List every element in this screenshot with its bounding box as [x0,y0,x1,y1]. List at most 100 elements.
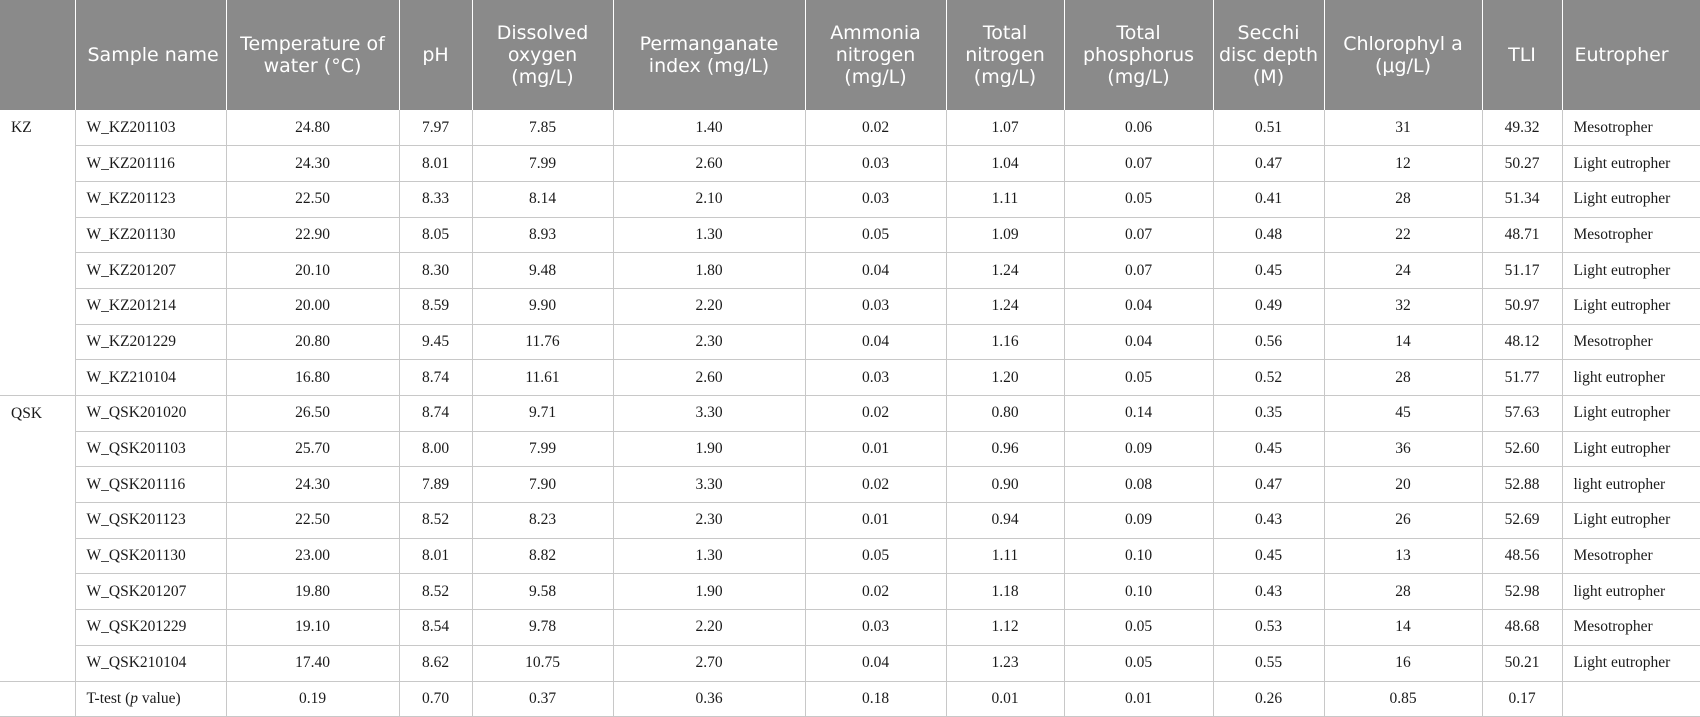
cell-temperature: 19.80 [226,573,400,611]
cell-group [0,431,76,467]
cell-total-phosphorus: 0.10 [1064,573,1214,611]
cell-ph: 8.05 [399,217,473,254]
cell-total-nitrogen: 0.94 [946,502,1065,539]
cell-group [0,181,76,218]
cell-secchi-depth: 0.35 [1213,395,1325,432]
table-row: W_KZ201214 20.00 8.59 9.90 2.20 0.03 1.24 0.04 0… [0,288,1700,325]
cell-total-nitrogen: 0.80 [946,395,1065,432]
cell-secchi-depth: 0.43 [1213,573,1325,611]
cell-chlorophyll: 28 [1324,573,1483,611]
cell-secchi-depth: 0.41 [1213,181,1325,218]
cell-chlorophyll: 14 [1324,609,1483,646]
table-row: W_QSK201130 23.00 8.01 8.82 1.30 0.05 1.11 0.10… [0,538,1700,575]
cell-chlorophyll: 28 [1324,359,1483,396]
cell-eutropher: Light eutropher [1562,395,1700,432]
cell-tli: 48.68 [1482,609,1563,646]
cell-ph: 8.33 [399,181,473,218]
cell-tli: 51.34 [1482,181,1563,218]
cell-ph: 8.54 [399,609,473,646]
cell-chlorophyll: 22 [1324,217,1483,254]
cell-chlorophyll: 14 [1324,324,1483,361]
cell-secchi-depth: 0.45 [1213,431,1325,468]
cell-temperature: 22.50 [226,502,400,539]
ttest-label-p: p [130,689,139,707]
cell-tli: 52.98 [1482,573,1563,611]
cell-total-nitrogen: 1.11 [946,538,1065,575]
ttest-value: 0.26 [1213,681,1325,717]
cell-ph: 8.62 [399,645,473,682]
cell-dissolved-oxygen: 7.85 [472,110,614,147]
cell-eutropher: Light eutropher [1562,431,1700,468]
ttest-value: 0.85 [1324,681,1483,717]
cell-dissolved-oxygen: 8.82 [472,538,614,575]
cell-chlorophyll: 28 [1324,181,1483,218]
cell-tli: 48.56 [1482,538,1563,575]
ttest-value [1562,681,1700,717]
cell-group [0,145,76,182]
header-row: Sample name Temperature of water (°C) pH… [0,0,1700,110]
header-cell-eutropher: Eutropher [1562,0,1700,110]
cell-tli: 52.60 [1482,431,1563,468]
cell-sample-name: W_QSK201229 [75,609,227,646]
cell-group [0,681,76,717]
cell-permanganate-index: 2.30 [613,324,806,361]
cell-dissolved-oxygen: 9.58 [472,573,614,611]
cell-chlorophyll: 26 [1324,502,1483,539]
cell-eutropher: light eutropher [1562,466,1700,504]
ttest-row: T-test (p value) 0.19 0.70 0.37 0.36 0.18 0.01… [0,681,1700,717]
cell-permanganate-index: 3.30 [613,466,806,504]
cell-ph: 8.74 [399,395,473,432]
cell-total-phosphorus: 0.05 [1064,181,1214,218]
cell-permanganate-index: 1.30 [613,538,806,575]
cell-ammonia-nitrogen: 0.01 [805,431,947,468]
table-row: KZ W_KZ201103 24.80 7.97 7.85 1.40 0.02 1.07 0.0… [0,110,1700,147]
cell-tli: 52.88 [1482,466,1563,504]
ttest-value: 0.18 [805,681,947,717]
cell-total-nitrogen: 1.20 [946,359,1065,396]
cell-total-nitrogen: 1.09 [946,217,1065,254]
cell-sample-name: W_QSK201130 [75,538,227,575]
cell-ph: 8.59 [399,288,473,325]
table-row: W_QSK201116 24.30 7.89 7.90 3.30 0.02 0.90 0.08… [0,466,1700,504]
cell-secchi-depth: 0.45 [1213,538,1325,575]
cell-eutropher: Light eutropher [1562,645,1700,682]
cell-group [0,288,76,325]
cell-group [0,359,76,396]
cell-eutropher: Light eutropher [1562,252,1700,289]
cell-sample-name: W_QSK201103 [75,431,227,468]
cell-dissolved-oxygen: 7.99 [472,145,614,182]
cell-total-nitrogen: 1.11 [946,181,1065,218]
ttest-value: 0.36 [613,681,806,717]
cell-tli: 50.27 [1482,145,1563,182]
cell-ph: 8.00 [399,431,473,468]
cell-ph: 8.01 [399,538,473,575]
cell-temperature: 20.00 [226,288,400,325]
cell-permanganate-index: 1.80 [613,252,806,289]
ttest-label-suffix: value) [138,689,181,707]
cell-total-phosphorus: 0.05 [1064,609,1214,646]
cell-temperature: 20.10 [226,252,400,289]
cell-sample-name: W_KZ201123 [75,181,227,218]
cell-tli: 50.97 [1482,288,1563,325]
table-header: Sample name Temperature of water (°C) pH… [0,0,1700,110]
cell-tli: 48.12 [1482,324,1563,361]
cell-total-nitrogen: 1.07 [946,110,1065,147]
cell-secchi-depth: 0.55 [1213,645,1325,682]
cell-tli: 49.32 [1482,110,1563,147]
cell-permanganate-index: 1.90 [613,431,806,468]
ttest-value: 0.70 [399,681,473,717]
cell-sample-name: W_KZ201130 [75,217,227,254]
cell-group [0,252,76,289]
cell-total-phosphorus: 0.10 [1064,538,1214,575]
cell-eutropher: Light eutropher [1562,145,1700,182]
cell-total-nitrogen: 0.96 [946,431,1065,468]
cell-sample-name: W_KZ201116 [75,145,227,182]
cell-ammonia-nitrogen: 0.03 [805,181,947,218]
table-row: W_KZ201130 22.90 8.05 8.93 1.30 0.05 1.09 0.07 0… [0,217,1700,254]
table-row: W_KZ210104 16.80 8.74 11.61 2.60 0.03 1.20 0.05… [0,359,1700,396]
cell-total-phosphorus: 0.07 [1064,145,1214,182]
cell-ph: 9.45 [399,324,473,361]
cell-secchi-depth: 0.45 [1213,252,1325,289]
cell-dissolved-oxygen: 8.93 [472,217,614,254]
cell-total-phosphorus: 0.08 [1064,466,1214,504]
